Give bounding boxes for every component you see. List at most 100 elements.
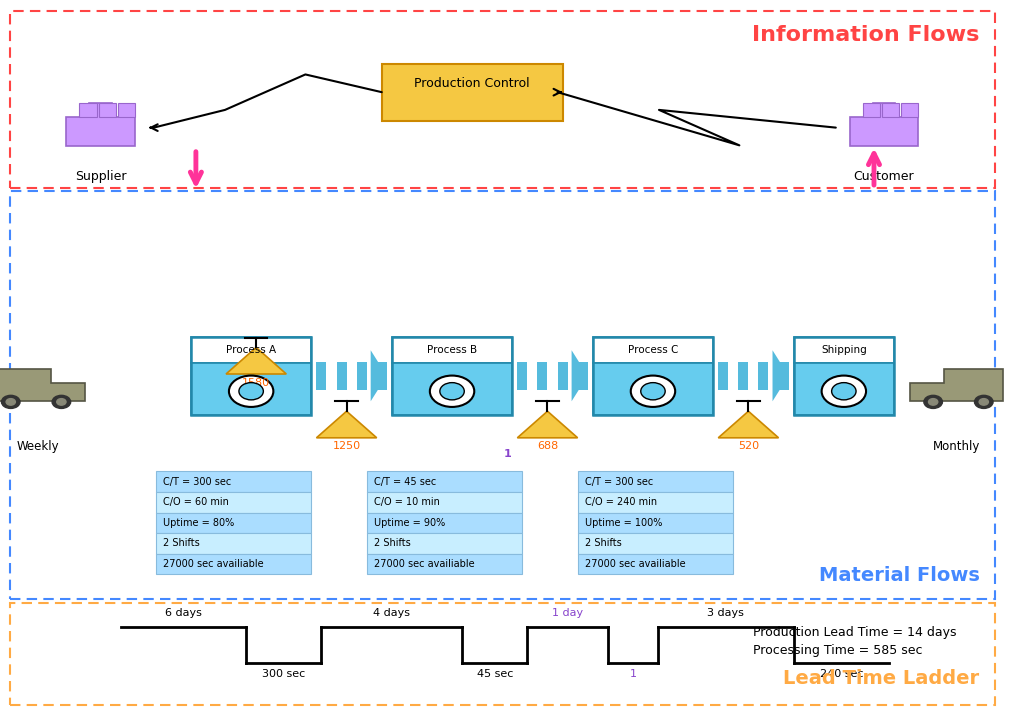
Text: 1580: 1580 — [242, 377, 270, 388]
FancyBboxPatch shape — [346, 362, 356, 390]
FancyBboxPatch shape — [577, 471, 733, 492]
Text: 300 sec: 300 sec — [262, 669, 305, 679]
Text: Uptime = 80%: Uptime = 80% — [163, 518, 234, 528]
Circle shape — [430, 376, 474, 407]
FancyBboxPatch shape — [547, 362, 557, 390]
Text: 45 sec: 45 sec — [476, 669, 513, 679]
Text: Supplier: Supplier — [75, 170, 126, 183]
FancyBboxPatch shape — [191, 362, 311, 415]
FancyBboxPatch shape — [366, 513, 522, 533]
Text: Shipping: Shipping — [820, 345, 865, 354]
Text: 27000 sec availiable: 27000 sec availiable — [163, 559, 263, 569]
FancyBboxPatch shape — [592, 362, 713, 415]
Text: Process A: Process A — [225, 345, 276, 354]
Circle shape — [52, 396, 71, 408]
FancyBboxPatch shape — [557, 362, 567, 390]
Polygon shape — [901, 104, 917, 117]
Text: 2 Shifts: 2 Shifts — [163, 538, 199, 549]
Text: C/T = 300 sec: C/T = 300 sec — [163, 476, 231, 487]
Text: C/T = 300 sec: C/T = 300 sec — [584, 476, 652, 487]
FancyBboxPatch shape — [728, 362, 738, 390]
Text: Production Control: Production Control — [413, 77, 530, 90]
FancyBboxPatch shape — [366, 362, 376, 390]
Circle shape — [239, 383, 263, 400]
Text: Material Flows: Material Flows — [818, 566, 979, 585]
Text: Process C: Process C — [627, 345, 677, 354]
Text: 2 Shifts: 2 Shifts — [373, 538, 410, 549]
Text: 6 days: 6 days — [165, 608, 201, 618]
Polygon shape — [862, 104, 880, 117]
FancyBboxPatch shape — [376, 362, 386, 390]
Text: Uptime = 90%: Uptime = 90% — [373, 518, 445, 528]
Text: Information Flows: Information Flows — [751, 25, 979, 45]
FancyBboxPatch shape — [391, 337, 512, 362]
Circle shape — [228, 376, 273, 407]
Circle shape — [640, 383, 664, 400]
Text: Lead Time Ladder: Lead Time Ladder — [783, 669, 979, 688]
FancyBboxPatch shape — [718, 362, 728, 390]
FancyBboxPatch shape — [366, 471, 522, 492]
FancyBboxPatch shape — [366, 533, 522, 554]
Text: 240 sec: 240 sec — [819, 669, 862, 679]
FancyBboxPatch shape — [567, 362, 577, 390]
Polygon shape — [517, 411, 577, 437]
FancyBboxPatch shape — [527, 362, 537, 390]
FancyBboxPatch shape — [156, 492, 311, 513]
Text: Uptime = 100%: Uptime = 100% — [584, 518, 661, 528]
Polygon shape — [98, 104, 115, 117]
Text: C/O = 10 min: C/O = 10 min — [373, 497, 439, 508]
Circle shape — [1, 396, 20, 408]
Text: C/T = 45 sec: C/T = 45 sec — [373, 476, 436, 487]
Circle shape — [927, 398, 937, 405]
Polygon shape — [882, 104, 899, 117]
Text: 1250: 1250 — [333, 441, 360, 452]
Polygon shape — [117, 104, 134, 117]
Circle shape — [630, 376, 674, 407]
FancyBboxPatch shape — [577, 554, 733, 574]
Circle shape — [6, 398, 15, 405]
Text: 4 days: 4 days — [373, 608, 409, 618]
Text: Process B: Process B — [427, 345, 476, 354]
Text: 1: 1 — [629, 669, 636, 679]
FancyBboxPatch shape — [337, 362, 346, 390]
FancyBboxPatch shape — [381, 64, 562, 121]
FancyBboxPatch shape — [577, 362, 587, 390]
FancyBboxPatch shape — [757, 362, 767, 390]
Text: 2 Shifts: 2 Shifts — [584, 538, 621, 549]
Text: 27000 sec availiable: 27000 sec availiable — [373, 559, 474, 569]
Circle shape — [831, 383, 855, 400]
Text: C/O = 60 min: C/O = 60 min — [163, 497, 228, 508]
Text: C/O = 240 min: C/O = 240 min — [584, 497, 656, 508]
FancyBboxPatch shape — [391, 362, 512, 415]
FancyBboxPatch shape — [738, 362, 748, 390]
Polygon shape — [771, 350, 788, 401]
Polygon shape — [225, 347, 286, 374]
Circle shape — [821, 376, 865, 407]
Circle shape — [57, 398, 66, 405]
FancyBboxPatch shape — [191, 337, 311, 362]
FancyBboxPatch shape — [316, 362, 327, 390]
FancyBboxPatch shape — [517, 362, 527, 390]
Polygon shape — [370, 350, 386, 401]
Text: Processing Time = 585 sec: Processing Time = 585 sec — [752, 644, 922, 657]
FancyBboxPatch shape — [356, 362, 366, 390]
FancyBboxPatch shape — [327, 362, 337, 390]
FancyBboxPatch shape — [748, 362, 757, 390]
Text: Weekly: Weekly — [17, 440, 60, 452]
Text: 1 day: 1 day — [551, 608, 582, 618]
Circle shape — [974, 396, 992, 408]
FancyBboxPatch shape — [366, 554, 522, 574]
FancyBboxPatch shape — [537, 362, 547, 390]
Polygon shape — [80, 104, 96, 117]
FancyBboxPatch shape — [767, 362, 777, 390]
Polygon shape — [316, 411, 376, 437]
FancyBboxPatch shape — [577, 533, 733, 554]
Text: Customer: Customer — [853, 170, 913, 183]
Polygon shape — [849, 104, 917, 147]
Polygon shape — [0, 369, 85, 401]
FancyBboxPatch shape — [156, 471, 311, 492]
Polygon shape — [718, 411, 777, 437]
Circle shape — [440, 383, 464, 400]
FancyBboxPatch shape — [777, 362, 788, 390]
FancyBboxPatch shape — [156, 533, 311, 554]
